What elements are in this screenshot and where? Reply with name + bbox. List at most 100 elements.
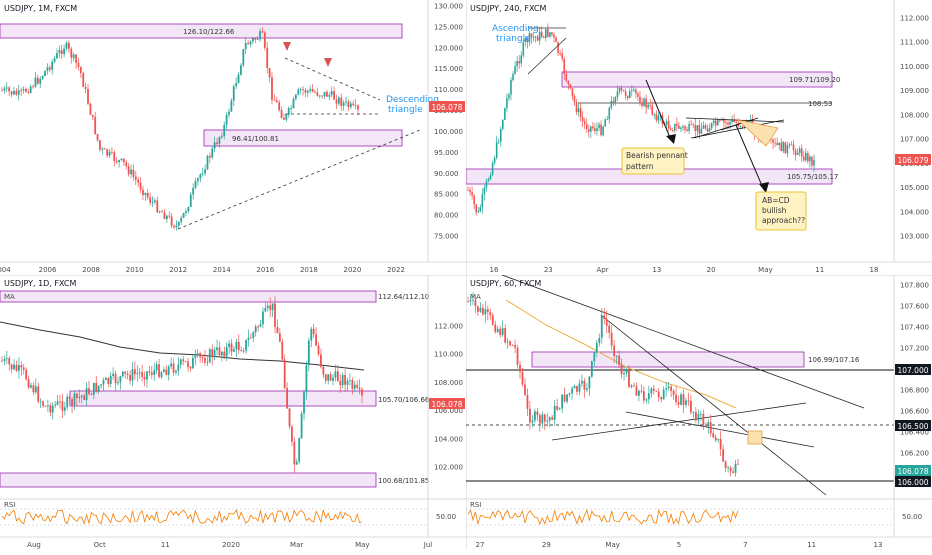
candle-body <box>269 305 272 311</box>
candle-body <box>251 38 254 42</box>
candle-body <box>185 211 187 213</box>
candle-body <box>39 401 42 403</box>
candle-body <box>291 426 293 442</box>
price-badge <box>895 465 931 476</box>
candle-body <box>286 388 289 409</box>
candle-body <box>588 376 591 389</box>
y-tick-label: 112.000 <box>434 323 463 331</box>
candle-body <box>280 110 283 118</box>
candle-body <box>122 158 125 163</box>
candle-body <box>578 383 581 392</box>
candle-body <box>495 142 498 159</box>
candle-body <box>320 354 322 367</box>
candle-body <box>211 349 214 358</box>
chart-title: USDJPY, 60, FXCM <box>470 279 541 288</box>
annotation: triangle <box>388 105 423 115</box>
candle-body <box>22 367 25 370</box>
candle-body <box>731 119 733 122</box>
y-tick-label: 110.000 <box>434 86 463 94</box>
candle-body <box>197 178 199 182</box>
candle-body <box>612 100 615 104</box>
y-tick-label: 106.200 <box>900 450 929 458</box>
candle-body <box>802 156 805 161</box>
candle-body <box>342 102 345 106</box>
level-badge-text: 106.500 <box>897 422 928 431</box>
candle-body <box>56 52 58 59</box>
candle-body <box>340 97 343 106</box>
candle-body <box>41 76 44 79</box>
candle-body <box>13 364 15 370</box>
candle-body <box>709 422 712 434</box>
candle-body <box>139 182 142 190</box>
y-tick-label: 125.000 <box>434 23 463 31</box>
candle-body <box>620 364 623 375</box>
abcd-leg <box>735 124 764 189</box>
candle-body <box>302 89 304 91</box>
price-badge-text: 106.078 <box>897 467 928 476</box>
candle-body <box>153 370 156 375</box>
candle-body <box>571 88 574 97</box>
pennant-upper <box>685 117 785 123</box>
candle-body <box>271 303 274 311</box>
chart-title: USDJPY, 240, FXCM <box>470 4 547 13</box>
note-text: approach?? <box>762 216 805 225</box>
candle-body <box>163 212 166 220</box>
candle-body <box>27 91 30 93</box>
price-badge <box>895 154 931 165</box>
candle-body <box>489 312 492 316</box>
candle-body <box>497 141 500 143</box>
candle-body <box>583 380 586 390</box>
candle-body <box>361 389 363 396</box>
rsi-label: RSI <box>4 501 15 509</box>
candle-body <box>124 371 127 374</box>
candle-body <box>82 73 85 87</box>
candle-body <box>165 369 168 375</box>
candle-body <box>690 400 692 413</box>
y-tick-label: 103.000 <box>900 233 929 241</box>
candle-body <box>518 61 520 64</box>
trend-line <box>600 314 827 496</box>
candle-body <box>119 376 122 383</box>
h4-chart: 109.71/109.20 108.53 105.75/105.17 Ascen… <box>465 0 932 275</box>
candle-body <box>10 91 13 95</box>
candle-body <box>8 87 11 92</box>
candle-body <box>608 107 611 120</box>
x-tick-label: 11 <box>161 541 170 549</box>
candle-body <box>491 315 494 325</box>
candle-body <box>735 122 738 123</box>
candle-body <box>473 195 475 205</box>
candle-body <box>800 148 803 157</box>
candle-body <box>117 382 119 384</box>
candle-body <box>680 394 682 405</box>
candle-body <box>805 152 807 161</box>
candle-body <box>299 89 302 91</box>
candle-body <box>5 87 8 89</box>
candle-body <box>316 92 319 96</box>
candle-body <box>175 370 177 373</box>
candle-body <box>175 225 178 228</box>
candle-body <box>149 197 152 203</box>
candle-body <box>614 97 617 104</box>
candle-body <box>15 90 18 95</box>
candle-body <box>306 90 309 93</box>
candle-body <box>294 94 297 99</box>
candle-body <box>680 127 682 129</box>
candle-body <box>504 108 506 120</box>
candle-body <box>259 324 262 327</box>
pennant-lines <box>693 117 759 139</box>
candle-body <box>114 373 117 384</box>
candle-body <box>563 58 566 74</box>
candle-body <box>261 31 264 33</box>
candle-body <box>314 91 316 93</box>
candle-body <box>531 420 534 423</box>
candle-body <box>772 139 774 143</box>
candle-body <box>208 349 211 363</box>
candle-body <box>583 121 586 125</box>
candle-body <box>213 142 216 149</box>
candle-body <box>521 371 524 385</box>
candle-body <box>303 392 305 414</box>
candle-body <box>67 42 70 49</box>
candle-body <box>194 355 197 358</box>
candle-body <box>271 77 273 100</box>
candle-body <box>571 388 573 394</box>
